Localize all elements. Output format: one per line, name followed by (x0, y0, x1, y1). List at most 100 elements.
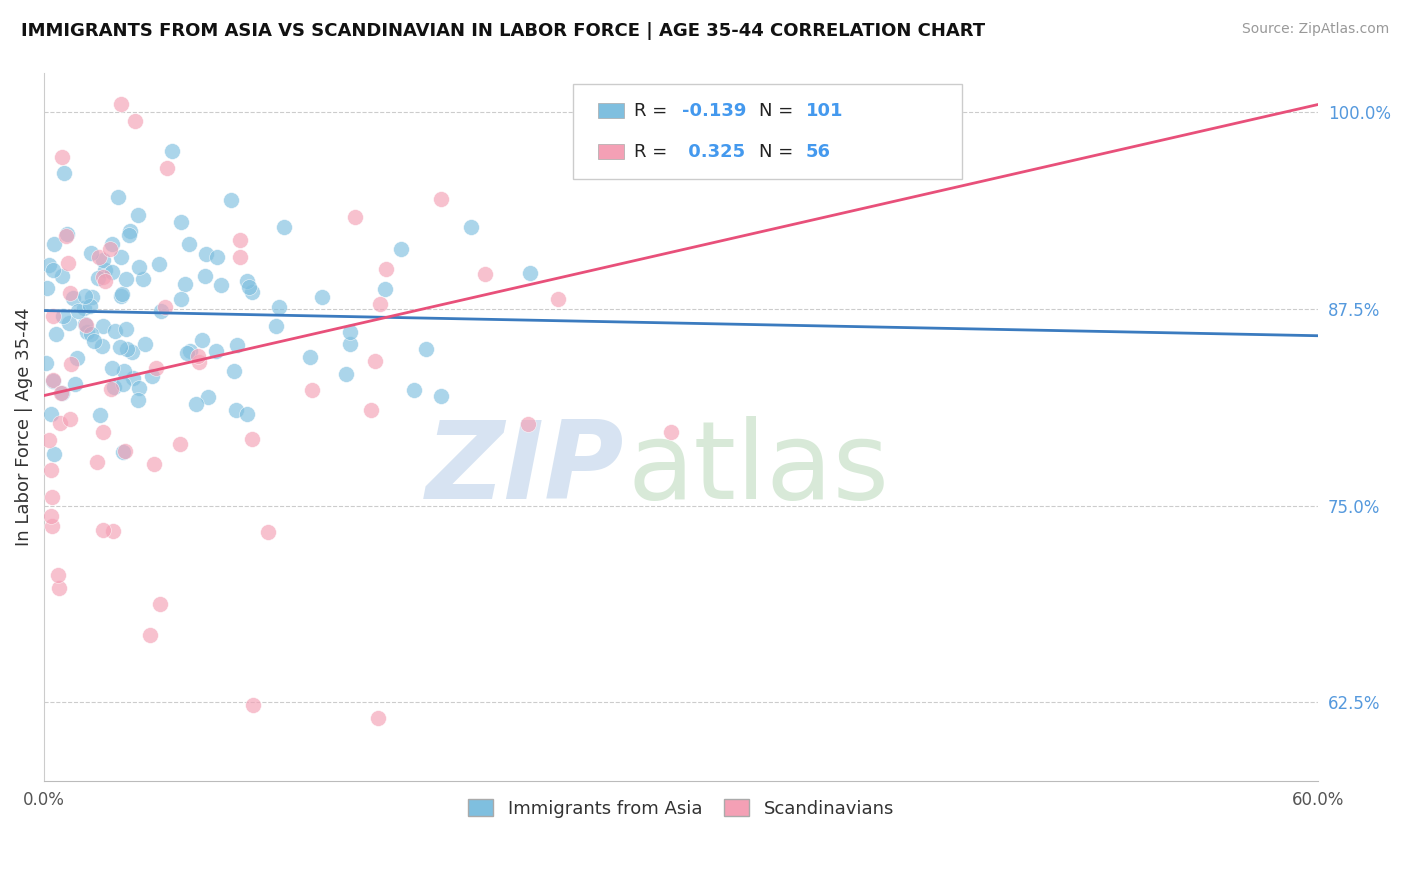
Point (66, 351, 89, 365)
Point (82, 290, 104, 304)
Point (339, 337, 361, 351)
Point (156, 161, 179, 176)
Point (519, 266, 541, 280)
Y-axis label: In Labor Force | Age 35-44: In Labor Force | Age 35-44 (15, 308, 32, 546)
Point (236, 275, 259, 289)
Point (155, 300, 177, 314)
Point (51, 269, 73, 284)
Point (120, 224, 142, 238)
Point (89, 408, 111, 422)
Point (91, 318, 114, 333)
Point (118, 228, 141, 243)
Point (111, 445, 134, 459)
Point (224, 364, 246, 378)
Point (53, 166, 76, 180)
Point (228, 234, 250, 248)
Point (42, 373, 65, 387)
Point (75, 289, 97, 303)
Point (169, 436, 191, 450)
Point (59, 286, 82, 301)
Point (145, 360, 167, 375)
Point (141, 369, 163, 384)
Point (240, 433, 263, 447)
Point (367, 711, 389, 725)
Point (91, 338, 114, 352)
Point (52, 310, 75, 324)
FancyBboxPatch shape (572, 84, 962, 179)
Point (75, 318, 97, 332)
Point (177, 237, 200, 252)
Point (547, 293, 569, 307)
Point (128, 260, 150, 275)
Point (205, 250, 228, 264)
Text: N =: N = (759, 143, 799, 161)
Point (44, 237, 66, 252)
Point (659, 425, 682, 439)
Point (101, 237, 124, 252)
Point (374, 261, 396, 276)
Point (48, 416, 70, 430)
Point (474, 268, 496, 282)
Point (236, 407, 259, 421)
Point (187, 355, 209, 369)
Point (58, 316, 80, 330)
Point (335, 367, 357, 381)
Point (242, 698, 264, 713)
Point (51, 150, 73, 164)
Text: IMMIGRANTS FROM ASIA VS SCANDINAVIAN IN LABOR FORCE | AGE 35-44 CORRELATION CHAR: IMMIGRANTS FROM ASIA VS SCANDINAVIAN IN … (21, 22, 986, 40)
Point (46, 568, 69, 582)
Point (225, 403, 247, 417)
Point (37, 281, 59, 295)
Point (100, 382, 122, 396)
Point (176, 346, 198, 360)
Point (143, 458, 166, 472)
Text: R =: R = (634, 143, 673, 161)
Point (226, 338, 249, 352)
Text: 56: 56 (806, 143, 831, 161)
Legend: Immigrants from Asia, Scandinavians: Immigrants from Asia, Scandinavians (461, 792, 901, 825)
Point (238, 279, 260, 293)
Point (368, 297, 391, 311)
Point (264, 318, 287, 333)
Point (121, 345, 143, 359)
Point (101, 524, 124, 538)
Point (80, 327, 103, 342)
Point (516, 417, 538, 431)
Text: 0.325: 0.325 (682, 143, 745, 161)
Point (127, 392, 149, 407)
Point (170, 292, 193, 306)
Point (114, 364, 136, 378)
Point (62, 291, 84, 305)
Point (187, 349, 209, 363)
Point (76, 325, 98, 339)
Point (38, 258, 60, 272)
Point (42, 309, 65, 323)
Point (39, 407, 62, 421)
Point (114, 272, 136, 286)
Point (169, 215, 191, 229)
Point (41, 491, 63, 505)
Point (59, 412, 82, 426)
Point (162, 144, 184, 158)
Point (360, 402, 382, 417)
Text: 101: 101 (806, 102, 844, 120)
Point (55, 229, 77, 244)
Point (91, 270, 114, 285)
Text: Source: ZipAtlas.com: Source: ZipAtlas.com (1241, 22, 1389, 37)
Point (67, 304, 90, 318)
Point (98, 242, 121, 256)
Point (174, 277, 197, 292)
Point (110, 288, 132, 302)
Point (42, 374, 65, 388)
Point (460, 219, 482, 234)
Point (240, 285, 263, 299)
Point (111, 287, 134, 301)
Point (273, 220, 295, 235)
Point (80, 246, 103, 260)
Point (364, 354, 387, 368)
Point (35, 356, 58, 370)
Point (131, 271, 153, 285)
Point (298, 350, 321, 364)
Point (101, 360, 124, 375)
Point (38, 433, 60, 447)
